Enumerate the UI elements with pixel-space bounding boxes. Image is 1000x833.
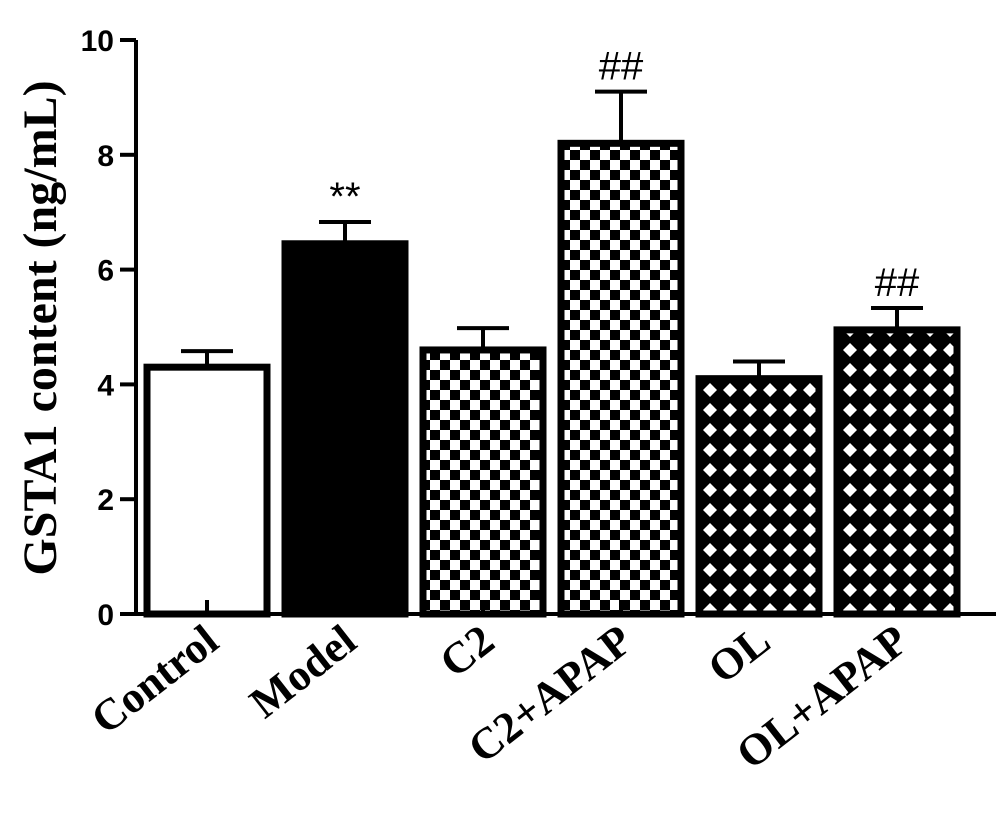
bar-control bbox=[143, 363, 271, 618]
y-tick-label: 2 bbox=[97, 484, 114, 517]
y-tick-label: 8 bbox=[97, 140, 114, 173]
bar-model bbox=[281, 240, 409, 618]
y-tick-label: 10 bbox=[81, 25, 114, 58]
bar-c2 bbox=[419, 346, 547, 618]
significance-mark: ** bbox=[329, 175, 360, 219]
category-label: Control bbox=[82, 615, 227, 743]
y-axis-label: GSTA1 content (ng/mL) bbox=[14, 80, 67, 575]
category-label: OL bbox=[699, 615, 779, 693]
bar-c2-apap bbox=[557, 139, 685, 618]
x-ticks-group bbox=[205, 600, 899, 614]
y-tick-label: 4 bbox=[97, 369, 114, 402]
category-label: Model bbox=[241, 615, 366, 727]
bar-ol bbox=[695, 375, 823, 618]
y-ticks-group: 0 2 4 6 8 10 bbox=[81, 25, 136, 632]
significance-mark: ## bbox=[599, 45, 644, 89]
significance-mark: ## bbox=[875, 261, 920, 305]
category-label: C2 bbox=[431, 615, 504, 687]
error-bars-group bbox=[181, 89, 923, 379]
bars-group bbox=[143, 139, 961, 618]
bar-ol-apap bbox=[833, 326, 961, 618]
annotations-group: ** ## ## bbox=[329, 45, 920, 305]
y-tick-label: 6 bbox=[97, 255, 114, 288]
y-tick-label: 0 bbox=[97, 599, 114, 632]
